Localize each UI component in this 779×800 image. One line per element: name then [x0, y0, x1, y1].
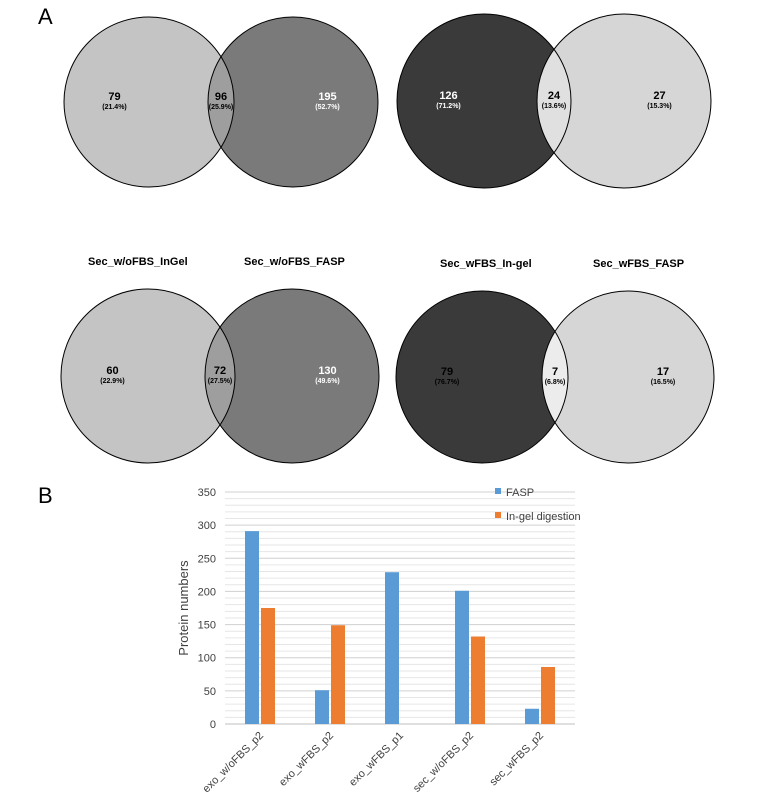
- venn-left-percent: (71.2%): [436, 103, 461, 110]
- y-tick-label: 350: [198, 487, 216, 499]
- venn-right-circle: [208, 17, 378, 187]
- venn-4-left-label: Sec_wFBS_In-gel: [440, 258, 532, 270]
- venn-left-circle: [61, 289, 235, 463]
- legend-swatch: [495, 488, 501, 494]
- venn-right-percent: (49.6%): [315, 378, 340, 385]
- protein-bar-chart: 0 50 100 150 200 250 300 350 Protein numbers exo_…: [176, 487, 581, 796]
- legend: FASP In-gel digestion: [495, 487, 581, 523]
- venn-3-left-label: Sec_w/oFBS_InGel: [88, 256, 188, 268]
- venn-right-count: 195: [318, 91, 336, 103]
- venn-left-count: 60: [106, 365, 118, 377]
- bar-in-gel-1: [261, 608, 275, 724]
- venn-right-percent: (16.5%): [651, 379, 676, 386]
- legend-swatch: [495, 512, 501, 518]
- venn-left-circle: [396, 291, 568, 463]
- bar-fasp-2: [315, 690, 329, 724]
- x-tick-label: exo_wFBS_p2: [277, 730, 336, 789]
- venn-left-count: 79: [108, 91, 120, 103]
- x-tick-label: exo_wFBS_p1: [347, 730, 406, 789]
- venn-left-count: 126: [439, 90, 457, 102]
- venn-diagram-1: 79(21.4%) 96(25.9%) 195(52.7%): [63, 16, 379, 188]
- venn-right-count: 17: [657, 366, 669, 378]
- venn-left-circle: [64, 17, 234, 187]
- bar-fasp-5: [525, 708, 539, 724]
- venn-right-count: 130: [318, 365, 336, 377]
- venn-right-percent: (15.3%): [647, 103, 672, 110]
- legend-label: In-gel digestion: [506, 511, 581, 523]
- venn-diagram-3: 60(22.9%) 72(27.5%) 130(49.6%): [60, 288, 380, 464]
- x-tick-label: sec_w/oFBS_p2: [411, 730, 476, 795]
- venn-left-circle: [397, 14, 571, 188]
- venn-3-right-label: Sec_w/oFBS_FASP: [244, 256, 345, 268]
- x-tick-label: exo_w/oFBS_p2: [201, 730, 267, 796]
- y-tick-label: 250: [198, 553, 216, 565]
- legend-label: FASP: [506, 487, 534, 499]
- venn-both-percent: (13.6%): [542, 103, 567, 110]
- venn-right-count: 27: [653, 90, 665, 102]
- venn-both-percent: (6.8%): [545, 379, 566, 386]
- venn-both-count: 24: [548, 90, 561, 102]
- venn-both-count: 7: [552, 366, 558, 378]
- venn-4-right-label: Sec_wFBS_FASP: [593, 258, 685, 270]
- venn-diagram-2: 126(71.2%) 24(13.6%) 27(15.3%): [396, 13, 712, 189]
- venn-right-circle: [537, 14, 711, 188]
- venn-right-circle: [542, 291, 714, 463]
- venn-both-count: 96: [215, 91, 227, 103]
- venn-left-percent: (76.7%): [435, 379, 460, 386]
- venn-left-percent: (21.4%): [102, 104, 127, 111]
- y-tick-label: 0: [210, 719, 216, 731]
- panel-label-a: A: [38, 4, 53, 29]
- venn-left-percent: (22.9%): [100, 378, 125, 385]
- venn-both-count: 72: [214, 365, 226, 377]
- y-axis-title: Protein numbers: [176, 560, 191, 656]
- venn-diagrams: 79(21.4%)96(25.9%)195(52.7%)126(71.2%)24…: [60, 13, 715, 464]
- venn-left-count: 79: [441, 366, 453, 378]
- bar-in-gel-5: [541, 666, 555, 724]
- bar-fasp-4: [455, 590, 469, 724]
- venn-diagram-4: 79(76.7%) 7(6.8%) 17(16.5%): [395, 290, 715, 464]
- panel-label-b: B: [38, 483, 53, 508]
- y-tick-label: 100: [198, 653, 216, 665]
- bar-in-gel-2: [331, 625, 345, 724]
- y-tick-label: 150: [198, 620, 216, 632]
- bar-fasp-1: [245, 531, 259, 724]
- bar-fasp-3: [385, 572, 399, 724]
- y-tick-label: 200: [198, 586, 216, 598]
- gridlines: [225, 491, 575, 725]
- y-tick-label: 50: [204, 686, 216, 698]
- bar-in-gel-4: [471, 636, 485, 724]
- venn-both-percent: (25.9%): [209, 104, 234, 111]
- x-tick-label: sec_wFBS_p2: [487, 730, 546, 789]
- venn-right-percent: (52.7%): [315, 104, 340, 111]
- venn-right-circle: [205, 289, 379, 463]
- y-tick-label: 300: [198, 520, 216, 532]
- venn-both-percent: (27.5%): [208, 378, 233, 385]
